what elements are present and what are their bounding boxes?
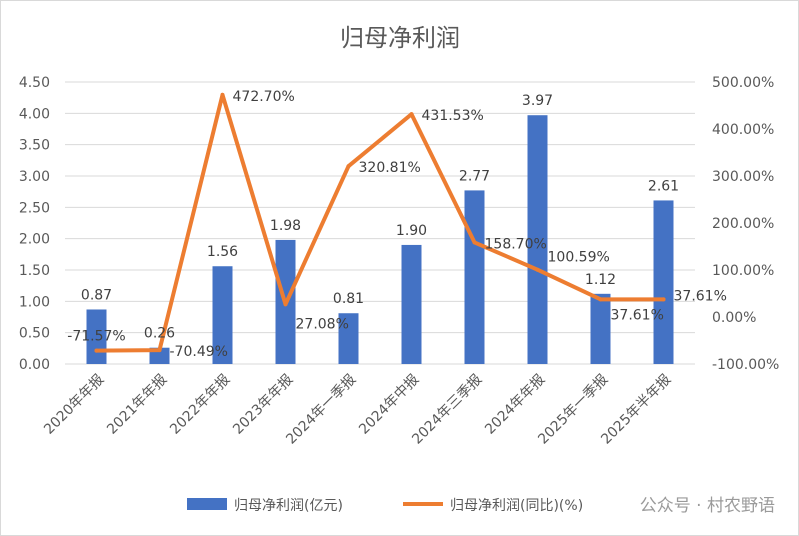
right-axis-tick: 100.00% (712, 263, 774, 279)
line-data-label: -71.57% (67, 329, 125, 345)
left-axis-tick: 4.00 (19, 106, 50, 122)
bar (401, 244, 422, 364)
line-point (661, 297, 666, 302)
bar-data-label: 1.98 (270, 218, 301, 234)
bar-data-label: 2.77 (459, 168, 490, 184)
bar (464, 190, 485, 364)
line-point (535, 267, 540, 272)
left-axis-tick: 0.50 (19, 326, 50, 342)
legend-line-label: 归母净利润(同比)(%) (450, 497, 583, 514)
bar-data-label: 1.12 (585, 272, 616, 288)
bar (527, 115, 548, 364)
bar-data-label: 0.81 (333, 291, 364, 307)
bar (338, 313, 359, 364)
right-axis-tick: 300.00% (712, 169, 774, 185)
line-point (409, 112, 414, 117)
line-data-label: 431.53% (422, 108, 484, 124)
line-point (346, 164, 351, 169)
bar-data-label: 2.61 (648, 178, 679, 194)
left-axis-tick: 3.50 (19, 138, 50, 154)
watermark: 公众号 · 村农野语 (640, 496, 775, 516)
line-data-label: 320.81% (359, 160, 421, 176)
line-point (94, 348, 99, 353)
line-point (283, 302, 288, 307)
bar-data-label: 1.56 (207, 244, 238, 260)
right-axis-tick: 0.00% (712, 310, 756, 326)
bar (212, 266, 233, 364)
yoy-line (94, 92, 666, 353)
left-axis-tick: 1.50 (19, 263, 50, 279)
chart-title: 归母净利润 (340, 24, 460, 52)
line-data-label: 37.61% (611, 307, 664, 323)
line-point (598, 297, 603, 302)
legend-bar-label: 归母净利润(亿元) (234, 497, 343, 514)
line-data-label: 158.70% (485, 236, 547, 252)
line-point (157, 348, 162, 353)
line-data-label: -70.49% (170, 344, 228, 360)
line-point (472, 240, 477, 245)
right-axis-tick: 200.00% (712, 216, 774, 232)
bar (590, 293, 611, 364)
left-axis-tick: 0.00 (19, 357, 50, 373)
bar-data-label: 0.26 (144, 326, 175, 342)
legend: 归母净利润(亿元) 归母净利润(同比)(%) (187, 497, 583, 514)
right-axis-tick: -100.00% (712, 357, 779, 373)
left-axis-tick: 2.50 (19, 200, 50, 216)
left-axis-tick: 1.00 (19, 294, 50, 310)
line-data-label: 37.61% (674, 288, 727, 304)
left-axis-tick: 3.00 (19, 169, 50, 185)
bar-data-label: 3.97 (522, 93, 553, 109)
bar (653, 200, 674, 364)
line-data-label: 27.08% (296, 316, 349, 332)
legend-bar-swatch (187, 498, 227, 510)
left-axis-tick: 2.00 (19, 232, 50, 248)
right-axis-tick: 400.00% (712, 122, 774, 138)
bar-data-label: 1.90 (396, 223, 427, 239)
right-axis-tick: 500.00% (712, 75, 774, 91)
bar-data-label: 0.87 (81, 287, 112, 303)
left-axis-tick: 4.50 (19, 75, 50, 91)
line-point (220, 92, 225, 97)
line-data-label: 100.59% (548, 250, 610, 266)
line-data-label: 472.70% (233, 89, 295, 105)
